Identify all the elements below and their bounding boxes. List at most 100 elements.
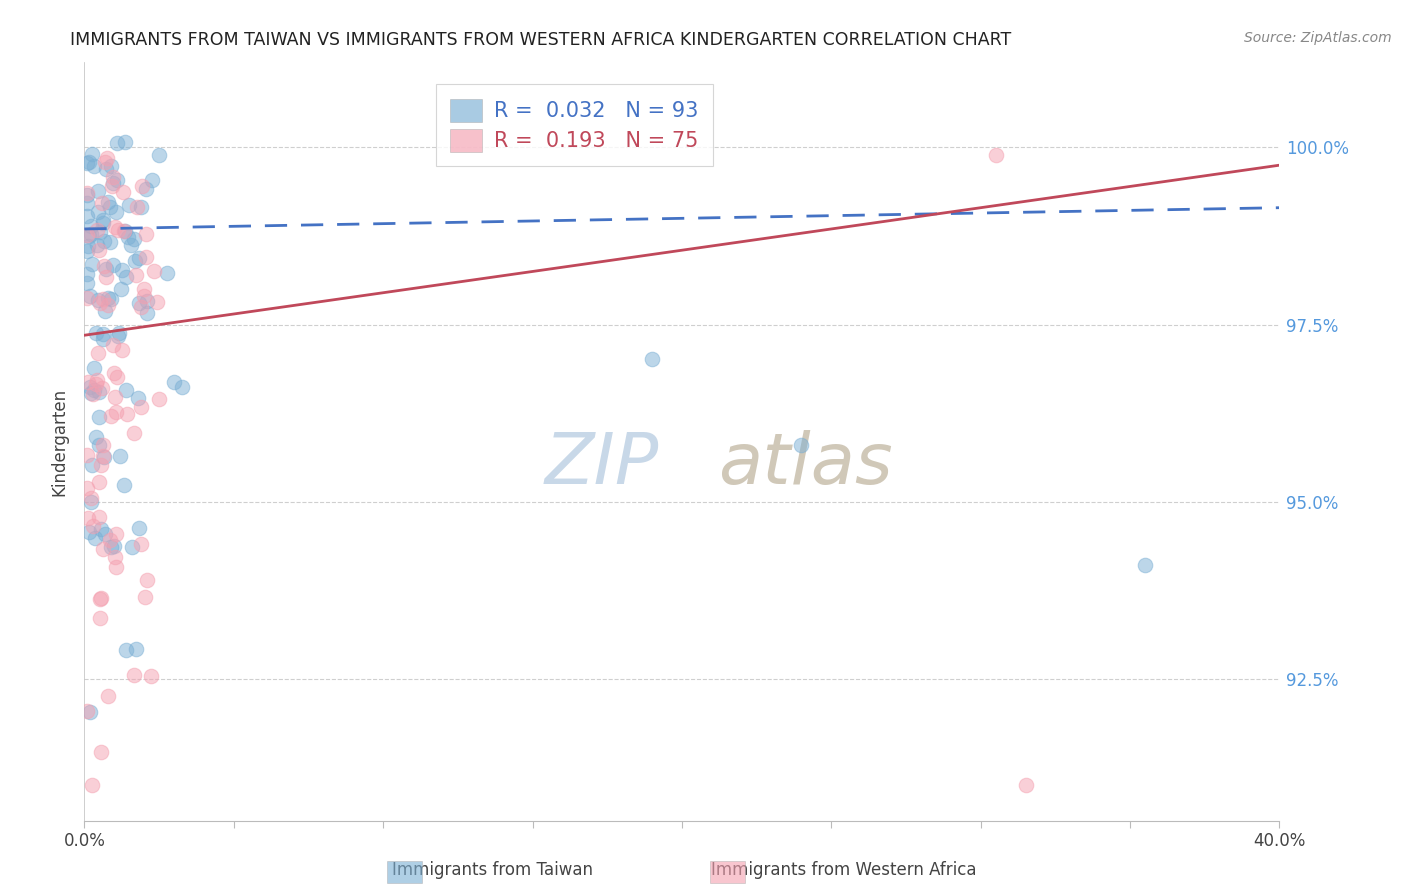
Point xyxy=(76,376,98,390)
Point xyxy=(136,306,159,320)
Point xyxy=(156,267,179,281)
Point xyxy=(104,405,127,419)
Point xyxy=(98,235,121,249)
Point xyxy=(93,234,115,248)
Point xyxy=(117,407,139,421)
Point xyxy=(105,136,128,150)
Point xyxy=(93,154,115,169)
Point xyxy=(100,409,122,423)
Point xyxy=(128,521,150,535)
Text: Source: ZipAtlas.com: Source: ZipAtlas.com xyxy=(1244,31,1392,45)
Point xyxy=(77,511,100,525)
Point xyxy=(90,745,112,759)
Point xyxy=(83,383,105,397)
Point xyxy=(101,170,124,185)
Point xyxy=(108,449,131,463)
Point xyxy=(79,705,101,719)
Point xyxy=(100,533,122,548)
Point xyxy=(984,147,1007,161)
Point xyxy=(79,380,101,394)
Point xyxy=(76,291,98,305)
Point xyxy=(117,230,139,244)
Point xyxy=(94,526,117,541)
Point xyxy=(90,381,112,395)
Point xyxy=(82,778,104,792)
Point xyxy=(142,264,165,278)
Point xyxy=(97,298,120,312)
Point xyxy=(790,438,813,452)
Point xyxy=(76,209,98,223)
Point xyxy=(1014,778,1036,792)
Point xyxy=(76,156,98,170)
Point xyxy=(77,155,100,169)
Text: ZIP: ZIP xyxy=(544,430,659,499)
Point xyxy=(80,219,103,233)
Point xyxy=(124,232,146,246)
Point xyxy=(76,276,98,290)
Point xyxy=(111,186,134,200)
Point xyxy=(103,539,125,553)
Point xyxy=(110,282,132,296)
Point xyxy=(127,391,149,405)
Point xyxy=(135,182,157,196)
Text: atlas: atlas xyxy=(718,430,893,499)
Point xyxy=(134,591,156,605)
Point xyxy=(87,346,110,360)
Point xyxy=(114,383,136,397)
Point xyxy=(93,450,115,464)
Point xyxy=(93,259,115,273)
Point xyxy=(96,291,118,305)
Point xyxy=(96,152,118,166)
Point xyxy=(93,541,115,556)
Point xyxy=(80,495,103,509)
Point xyxy=(1133,558,1156,573)
Point xyxy=(83,532,105,546)
Point xyxy=(82,518,104,533)
Point xyxy=(83,159,105,173)
Point xyxy=(103,176,125,190)
Point xyxy=(91,196,114,211)
Point xyxy=(107,223,129,237)
Point xyxy=(124,253,146,268)
Point xyxy=(84,376,107,391)
Point xyxy=(77,524,100,539)
Point xyxy=(128,252,150,266)
Point xyxy=(83,361,105,376)
Point xyxy=(148,392,170,407)
Point xyxy=(170,379,193,393)
Point xyxy=(97,689,120,703)
Point xyxy=(96,270,118,285)
Point xyxy=(80,257,103,271)
Point xyxy=(76,481,98,495)
Point xyxy=(120,237,142,252)
Point xyxy=(89,509,111,524)
Point xyxy=(125,268,148,282)
Point xyxy=(76,267,98,281)
Point xyxy=(90,458,112,472)
Point xyxy=(79,227,101,241)
Point xyxy=(129,537,152,551)
Point xyxy=(91,292,114,306)
Point xyxy=(91,450,114,464)
Legend: R =  0.032   N = 93, R =  0.193   N = 75: R = 0.032 N = 93, R = 0.193 N = 75 xyxy=(436,84,713,166)
Point xyxy=(91,332,114,346)
Point xyxy=(86,223,108,237)
Point xyxy=(93,326,115,341)
Point xyxy=(104,219,127,234)
Point xyxy=(87,244,110,258)
Point xyxy=(104,390,127,404)
Point xyxy=(86,373,108,387)
Point xyxy=(132,288,155,302)
Point xyxy=(86,326,108,341)
Point xyxy=(117,198,139,212)
Point xyxy=(76,704,98,718)
Point xyxy=(87,438,110,452)
Point xyxy=(122,425,145,440)
Point xyxy=(86,237,108,252)
Point xyxy=(129,200,152,214)
Point xyxy=(115,643,138,657)
Point xyxy=(100,292,122,306)
Point xyxy=(148,148,170,162)
Point xyxy=(82,387,104,401)
Point xyxy=(96,162,118,177)
